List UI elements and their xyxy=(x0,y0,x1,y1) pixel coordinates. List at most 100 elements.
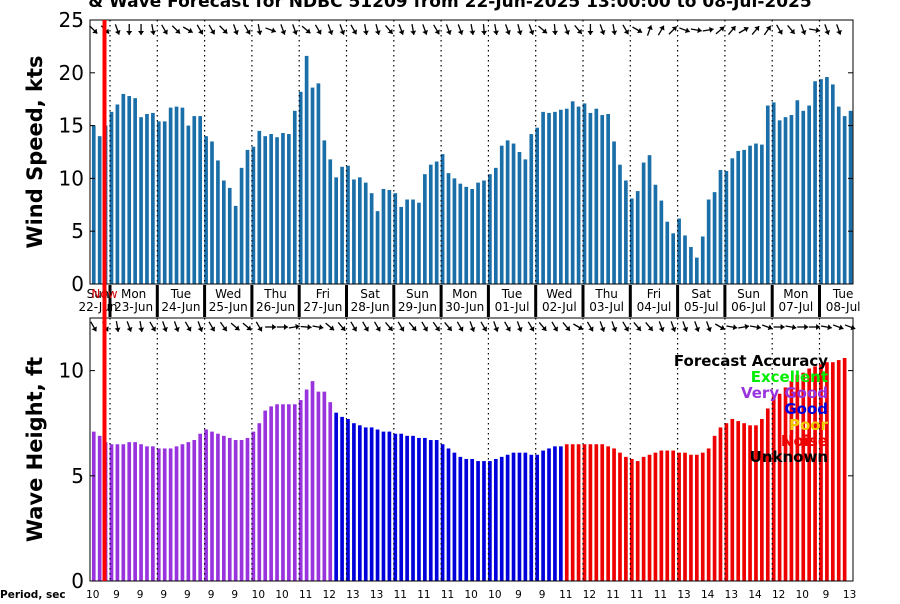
wind-bar xyxy=(121,93,126,284)
wave-bar xyxy=(334,412,339,581)
wind-bar xyxy=(139,117,143,284)
wave-bar xyxy=(399,433,404,581)
wave-bar xyxy=(825,362,829,581)
wave-bar xyxy=(180,444,185,581)
now-line xyxy=(102,20,107,581)
wave-bar xyxy=(789,381,794,581)
wind-bar xyxy=(742,149,746,284)
day-name-label: Tue xyxy=(832,287,854,301)
wave-arrow xyxy=(255,321,263,332)
wind-bar xyxy=(417,202,421,284)
wave-arrow xyxy=(385,321,394,332)
wave-bar xyxy=(570,444,575,581)
day-separator xyxy=(297,285,301,317)
period-value: 9 xyxy=(137,589,144,600)
day-separator xyxy=(818,285,821,317)
wind-arrow xyxy=(398,24,405,35)
wind-arrow xyxy=(314,24,322,35)
day-separator xyxy=(108,285,112,317)
wind-bar xyxy=(765,105,770,284)
wave-bar xyxy=(647,454,652,581)
wave-ytick-label: 0 xyxy=(71,569,84,593)
wave-bar xyxy=(458,456,463,581)
wave-arrow xyxy=(785,324,797,331)
wind-bar xyxy=(493,167,498,284)
wave-bar xyxy=(588,444,593,581)
period-value: 13 xyxy=(346,589,359,600)
wind-arrow xyxy=(599,24,606,35)
wave-arrow xyxy=(162,321,168,332)
wave-bar xyxy=(665,450,670,581)
day-name-label: Sun xyxy=(406,287,429,301)
wind-bar xyxy=(635,191,640,284)
wave-arrow xyxy=(493,321,499,332)
day-date-label: 28-Jun xyxy=(351,300,390,314)
wind-bar xyxy=(180,107,185,284)
wind-bar xyxy=(499,145,504,284)
wave-bar xyxy=(523,452,528,581)
wind-bar xyxy=(535,127,540,284)
period-value: 11 xyxy=(630,589,643,600)
wind-bar xyxy=(476,182,480,284)
wind-bar xyxy=(440,154,445,284)
wave-bar xyxy=(139,444,143,581)
wind-arrow xyxy=(574,24,583,35)
wind-bar xyxy=(771,102,776,284)
wave-bar xyxy=(417,437,421,581)
wave-arrow xyxy=(586,321,594,332)
wind-bar xyxy=(269,134,273,284)
legend-entry: Very Good xyxy=(741,384,828,402)
wind-ytick-label: 20 xyxy=(59,61,84,85)
wind-bar xyxy=(156,121,161,284)
wind-bar xyxy=(452,178,457,284)
wave-bar xyxy=(594,444,599,581)
wind-bar xyxy=(848,110,853,284)
wind-ytick-label: 10 xyxy=(59,166,84,190)
wave-bar xyxy=(712,435,717,581)
wave-arrow xyxy=(408,321,417,332)
period-value: 10 xyxy=(796,589,809,600)
wind-bar xyxy=(381,188,386,284)
wind-bar xyxy=(357,177,362,284)
period-value: 11 xyxy=(299,589,312,600)
wave-bar xyxy=(783,387,788,581)
wind-bar xyxy=(375,211,380,284)
wind-bar xyxy=(677,218,681,284)
wave-arrow xyxy=(219,321,228,332)
wave-bar xyxy=(736,421,741,581)
wave-bar xyxy=(151,446,155,581)
wind-arrow xyxy=(339,24,346,35)
wind-arrow xyxy=(150,23,157,36)
wind-arrow xyxy=(219,25,228,34)
wave-arrow xyxy=(456,321,464,332)
wave-arrow xyxy=(820,324,832,331)
wind-bar xyxy=(470,188,474,284)
wave-arrow xyxy=(562,321,571,332)
wave-bar xyxy=(582,444,587,581)
wave-bar xyxy=(547,448,551,581)
wave-bar xyxy=(659,450,664,581)
wind-bar xyxy=(310,87,315,284)
wind-bar xyxy=(340,166,344,284)
wave-bar xyxy=(221,435,226,581)
wind-arrow xyxy=(538,25,548,34)
day-date-label: 29-Jun xyxy=(398,300,437,314)
wave-bar xyxy=(482,461,486,581)
wave-bar xyxy=(564,444,569,581)
wave-arrow xyxy=(149,321,156,332)
wind-arrow xyxy=(587,24,594,35)
wave-bar xyxy=(830,362,835,581)
wave-bar xyxy=(653,452,658,581)
wind-bar xyxy=(227,187,232,284)
wind-bar xyxy=(511,143,516,284)
wave-bar xyxy=(434,440,439,581)
wave-arrow xyxy=(773,324,785,330)
period-value: 10 xyxy=(86,589,99,600)
wind-bar xyxy=(322,140,327,284)
wind-bar xyxy=(600,115,605,284)
wind-bar xyxy=(292,110,297,284)
day-name-label: Sun xyxy=(737,287,760,301)
day-separator xyxy=(439,285,443,317)
wind-bar xyxy=(718,169,723,284)
